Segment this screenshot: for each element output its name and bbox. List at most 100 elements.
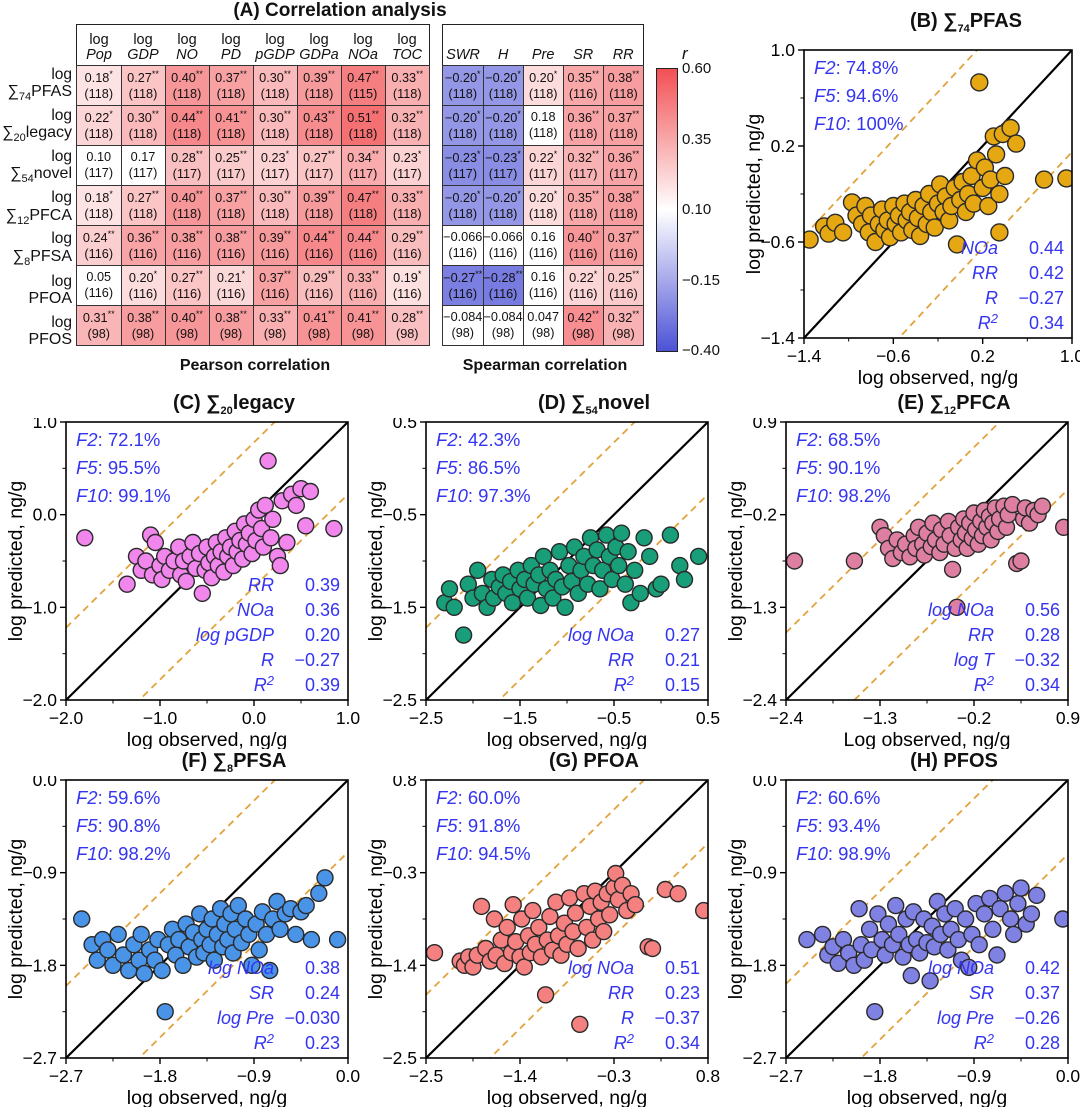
y-axis-label: log predicted, ng/g	[725, 481, 747, 641]
f-metric: F2: 74.8%	[814, 57, 898, 78]
data-point	[669, 884, 687, 903]
scatter-plot: −2.7−2.7 −1.8 −1.8 −0.9 −0.9 0.0 0.0 log observ…	[725, 776, 1080, 1107]
data-point	[297, 517, 315, 535]
x-tick-label: −2.7	[49, 1066, 84, 1086]
scatter-panel-B: (B) ∑74PFAS −1.4 −1.4 −0.6 −0.6 0.2 0.2 1.0 1.0 l…	[740, 0, 1080, 392]
data-point	[264, 510, 282, 529]
x-tick-label: −0.9	[957, 1066, 992, 1086]
heatmap-column-header: log pGDP	[255, 31, 295, 63]
scatter-title: (F) ∑8PFSA	[181, 750, 287, 775]
heatmap-cell: −0.20* (118)	[482, 65, 524, 106]
heatmap-cell: 0.25** (116)	[602, 265, 645, 306]
heatmap-cell: 0.37** (116)	[252, 265, 298, 306]
x-tick-label: 1.0	[1060, 346, 1080, 366]
colorbar-label: r	[682, 44, 688, 63]
f-metric: F10: 94.5%	[436, 843, 531, 864]
stat-label: RR	[608, 650, 634, 670]
colorbar	[656, 68, 678, 352]
x-tick-label: 0.0	[1056, 1066, 1080, 1086]
stat-label: R2	[614, 673, 635, 695]
data-point	[156, 1002, 174, 1021]
heatmap-cell: 0.33** (118)	[384, 185, 430, 226]
data-point	[975, 905, 994, 923]
data-point	[310, 884, 328, 903]
scatter-plot: −2.7−2.7 −1.8 −1.8 −0.9 −0.9 0.0 0.0 log observ…	[5, 776, 360, 1107]
heatmap-column-header: SWR	[446, 46, 480, 63]
data-point	[1009, 894, 1027, 913]
y-tick-label: 1.0	[33, 418, 58, 432]
heatmap-cell: 0.19* (116)	[384, 265, 430, 306]
x-tick-label: 0.0	[336, 1066, 360, 1086]
data-points	[72, 869, 347, 1021]
heatmap-row: −0.27** (116) −0.28** (116) 0.16 (116) 0.22* (1…	[442, 265, 645, 306]
data-point	[990, 223, 1009, 242]
heatmap-cell: 0.40** (118)	[164, 65, 210, 106]
heatmap-cell: 0.10 (117)	[76, 145, 122, 186]
scatter-panel-D: (D) ∑54novel −2.5 −2.5 −1.5 −1.5 −0.5 −0.5 0.5 0…	[360, 392, 720, 749]
heatmap-cell: 0.22* (118)	[76, 105, 122, 146]
heatmap-cell: 0.33** (98)	[252, 305, 298, 346]
stat-label: R	[261, 650, 274, 670]
factor-band-line	[897, 151, 1072, 338]
stat-value: 0.20	[305, 625, 340, 645]
data-point	[243, 956, 261, 975]
x-tick-label: 0.5	[696, 708, 720, 728]
y-axis-label: log predicted, ng/g	[743, 114, 765, 274]
heatmap-cell: −0.23* (117)	[442, 145, 484, 186]
heatmap-cell: 0.51** (118)	[340, 105, 386, 146]
x-tick-label: −1.8	[863, 1066, 898, 1086]
y-tick-label: −2.7	[742, 1048, 777, 1068]
scatter-plot: −2.5−2.5 −1.4 −1.4 −0.3 −0.3 0.8 0.8 log observ…	[365, 776, 720, 1107]
y-tick-label: 0.0	[753, 776, 778, 790]
data-point	[278, 533, 296, 552]
x-axis-label: log observed, ng/g	[127, 1087, 287, 1107]
data-point	[297, 896, 315, 915]
data-point	[1012, 552, 1030, 570]
data-point	[943, 560, 962, 579]
heatmap-row: −0.23* (117) −0.23* (117) 0.22* (117) 0.32** (1…	[442, 145, 645, 186]
heatmap-row: 0.18* (118) 0.27** (118) 0.40** (118) 0.37** (1…	[76, 65, 430, 106]
x-tick-label: −2.7	[769, 1066, 804, 1086]
x-tick-label: −0.6	[876, 346, 911, 366]
heatmap-cell: 0.38** (118)	[602, 65, 645, 106]
heatmap-cell: −0.20* (118)	[442, 105, 484, 146]
heatmap-row-label: log PFOS	[28, 314, 72, 349]
stat-value: 0.28	[1025, 1033, 1060, 1053]
data-point	[76, 529, 94, 547]
y-tick-label: 0.9	[753, 418, 777, 432]
f-metric: F10: 97.3%	[436, 485, 531, 506]
stat-value: 0.36	[305, 600, 340, 620]
data-point	[594, 922, 613, 941]
stat-value: −0.37	[654, 1008, 700, 1028]
stat-label: log T	[954, 650, 996, 670]
data-point	[879, 915, 898, 933]
heatmap-column-header: Pre	[531, 46, 555, 63]
data-point	[1012, 879, 1030, 897]
data-point	[890, 925, 908, 944]
plot-content	[786, 780, 1068, 1058]
data-point	[104, 956, 122, 975]
y-tick-label: −0.9	[22, 863, 57, 883]
f-metric: F5: 93.4%	[796, 815, 880, 836]
data-point	[995, 166, 1015, 186]
data-point	[99, 941, 117, 959]
stat-label: log Pre	[217, 1008, 274, 1028]
x-axis-label: log observed, ng/g	[858, 367, 1018, 389]
f-metric: F5: 91.8%	[436, 815, 520, 836]
stat-value: 0.44	[1029, 238, 1064, 258]
colorbar-tick-label: 0.10	[682, 201, 712, 218]
data-point	[845, 552, 864, 570]
x-tick-label: 0.0	[242, 708, 267, 728]
x-tick-label: −2.5	[409, 708, 444, 728]
stat-label: R2	[978, 311, 999, 333]
data-point	[798, 930, 816, 949]
stat-value: −0.030	[284, 1008, 340, 1028]
x-tick-label: 0.8	[696, 1066, 720, 1086]
x-tick-label: −1.0	[143, 708, 178, 728]
heatmap-cell: 0.39** (116)	[252, 225, 298, 266]
data-point	[174, 956, 192, 975]
stat-value: 0.34	[665, 1033, 700, 1053]
data-point	[986, 145, 1006, 164]
plot-content	[66, 422, 348, 700]
spearman-caption: Spearman correlation	[462, 357, 628, 374]
